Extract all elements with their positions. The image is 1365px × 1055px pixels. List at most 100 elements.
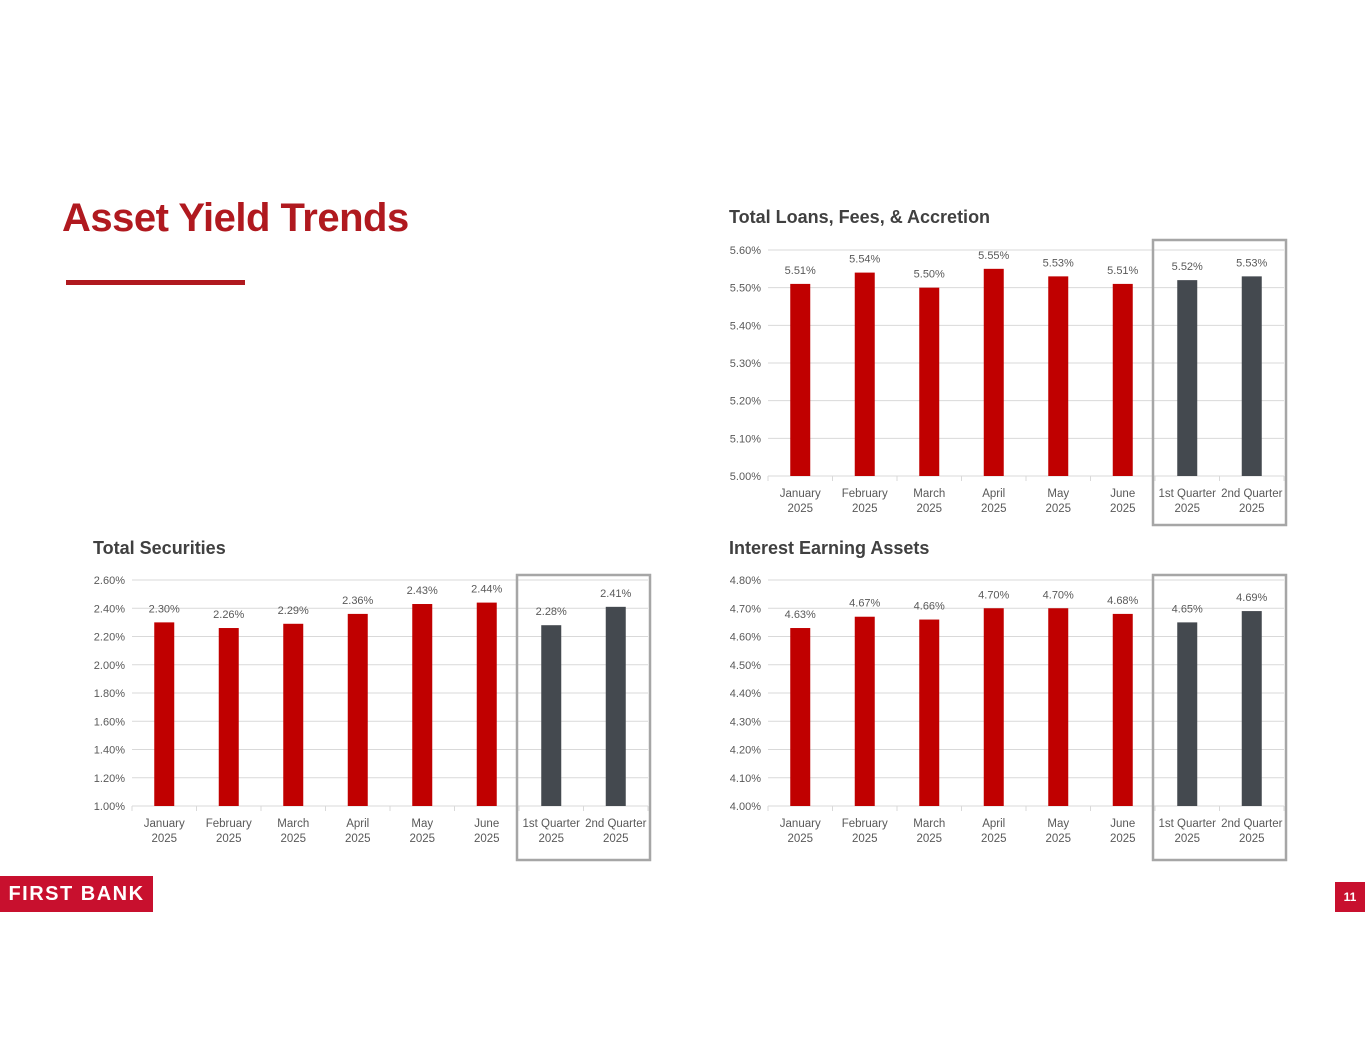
y-tick-label: 4.60% (730, 632, 761, 644)
bar (1112, 283, 1133, 476)
bar (854, 616, 875, 806)
chart-title-loans: Total Loans, Fees, & Accretion (729, 207, 991, 227)
bar (919, 287, 940, 476)
data-label: 2.41% (600, 588, 631, 600)
first-bank-logo: FIRST BANK (0, 876, 153, 912)
bar (1177, 622, 1198, 806)
y-tick-label: 1.40% (94, 745, 125, 757)
chart-total-loans: 5.00% 5.10% 5.20% 5.30% 5.40% 5.50% 5.60% 5.51%… (730, 238, 1288, 527)
data-label: 2.28% (536, 606, 567, 618)
y-tick-label: 1.60% (94, 716, 125, 728)
bar (1048, 276, 1069, 476)
x-tick-label: 1st Quarter 2025 (1158, 488, 1216, 515)
x-tick-label: 1st Quarter 2025 (1158, 818, 1216, 845)
x-tick-label: January 2025 (780, 488, 821, 515)
bar (605, 606, 626, 806)
page-title: Asset Yield Trends (62, 196, 409, 240)
y-tick-label: 5.40% (730, 320, 761, 332)
x-tick-label: March 2025 (913, 488, 945, 515)
title-underline (66, 280, 245, 285)
bar (218, 628, 239, 806)
data-label: 5.50% (914, 269, 945, 281)
quarter-highlight-box (515, 573, 652, 862)
y-tick-label: 4.70% (730, 603, 761, 615)
data-label: 4.70% (1043, 589, 1074, 601)
y-tick-label: 4.00% (730, 801, 761, 813)
bar (476, 602, 497, 806)
data-label: 4.67% (849, 598, 880, 610)
x-tick-label: 2nd Quarter 2025 (1221, 818, 1283, 845)
y-tick-label: 2.20% (94, 632, 125, 644)
bar (541, 625, 562, 806)
y-tick-label: 2.60% (94, 575, 125, 587)
bar (1241, 611, 1262, 806)
bar (154, 622, 175, 806)
x-tick-label: February 2025 (206, 818, 252, 845)
bar (1048, 608, 1069, 806)
data-label: 5.53% (1236, 257, 1267, 269)
data-label: 2.26% (213, 609, 244, 621)
y-tick-label: 2.00% (94, 660, 125, 672)
data-label: 4.70% (978, 589, 1009, 601)
data-label: 2.43% (407, 585, 438, 597)
chart-total-securities: 1.00% 1.20% 1.40% 1.60% 1.80% 2.00% 2.20% 2.40%… (94, 573, 652, 862)
x-tick-label: June 2025 (1110, 488, 1136, 515)
data-label: 5.53% (1043, 257, 1074, 269)
y-tick-label: 4.40% (730, 688, 761, 700)
x-tick-label: January 2025 (780, 818, 821, 845)
data-label: 2.44% (471, 584, 502, 596)
x-tick-label: May 2025 (409, 818, 435, 845)
bar (854, 272, 875, 476)
data-label: 4.69% (1236, 592, 1267, 604)
y-tick-label: 5.60% (730, 245, 761, 257)
bar (1241, 276, 1262, 476)
y-tick-label: 4.20% (730, 745, 761, 757)
data-label: 5.51% (1107, 265, 1138, 277)
y-tick-label: 1.20% (94, 773, 125, 785)
y-tick-label: 5.10% (730, 433, 761, 445)
page-number-badge: 11 (1335, 882, 1365, 912)
bar (283, 623, 304, 806)
x-tick-label: February 2025 (842, 818, 888, 845)
bar (790, 283, 811, 476)
y-tick-label: 5.50% (730, 283, 761, 295)
y-tick-label: 4.30% (730, 716, 761, 728)
x-tick-label: June 2025 (1110, 818, 1136, 845)
bar (1177, 280, 1198, 476)
y-tick-label: 4.50% (730, 660, 761, 672)
bar (983, 608, 1004, 806)
x-tick-label: May 2025 (1045, 818, 1071, 845)
data-label: 4.66% (914, 601, 945, 613)
x-tick-label: February 2025 (842, 488, 888, 515)
y-tick-label: 5.30% (730, 358, 761, 370)
y-tick-label: 1.00% (94, 801, 125, 813)
bar (919, 619, 940, 806)
chart-title-earning: Interest Earning Assets (729, 538, 930, 558)
quarter-highlight-box (1151, 573, 1288, 862)
data-label: 5.51% (785, 265, 816, 277)
y-tick-label: 4.80% (730, 575, 761, 587)
data-label: 4.65% (1172, 603, 1203, 615)
x-tick-label: June 2025 (474, 818, 500, 845)
x-tick-label: March 2025 (277, 818, 309, 845)
y-tick-label: 4.10% (730, 773, 761, 785)
chart-interest-earning-assets: 4.00% 4.10% 4.20% 4.30% 4.40% 4.50% 4.60% 4.70%… (730, 573, 1288, 862)
data-label: 5.55% (978, 250, 1009, 262)
bar (790, 628, 811, 806)
x-tick-label: 1st Quarter 2025 (522, 818, 580, 845)
y-tick-label: 2.40% (94, 603, 125, 615)
bar (983, 268, 1004, 476)
x-tick-label: May 2025 (1045, 488, 1071, 515)
data-label: 4.68% (1107, 595, 1138, 607)
y-tick-label: 5.00% (730, 471, 761, 483)
x-tick-label: April 2025 (345, 818, 371, 845)
bar (347, 613, 368, 806)
chart-title-securities: Total Securities (93, 538, 226, 558)
bar (1112, 613, 1133, 806)
data-label: 5.52% (1172, 261, 1203, 273)
x-tick-label: 2nd Quarter 2025 (1221, 488, 1283, 515)
data-label: 2.36% (342, 595, 373, 607)
data-label: 4.63% (785, 609, 816, 621)
data-label: 5.54% (849, 254, 880, 266)
x-tick-label: January 2025 (144, 818, 185, 845)
